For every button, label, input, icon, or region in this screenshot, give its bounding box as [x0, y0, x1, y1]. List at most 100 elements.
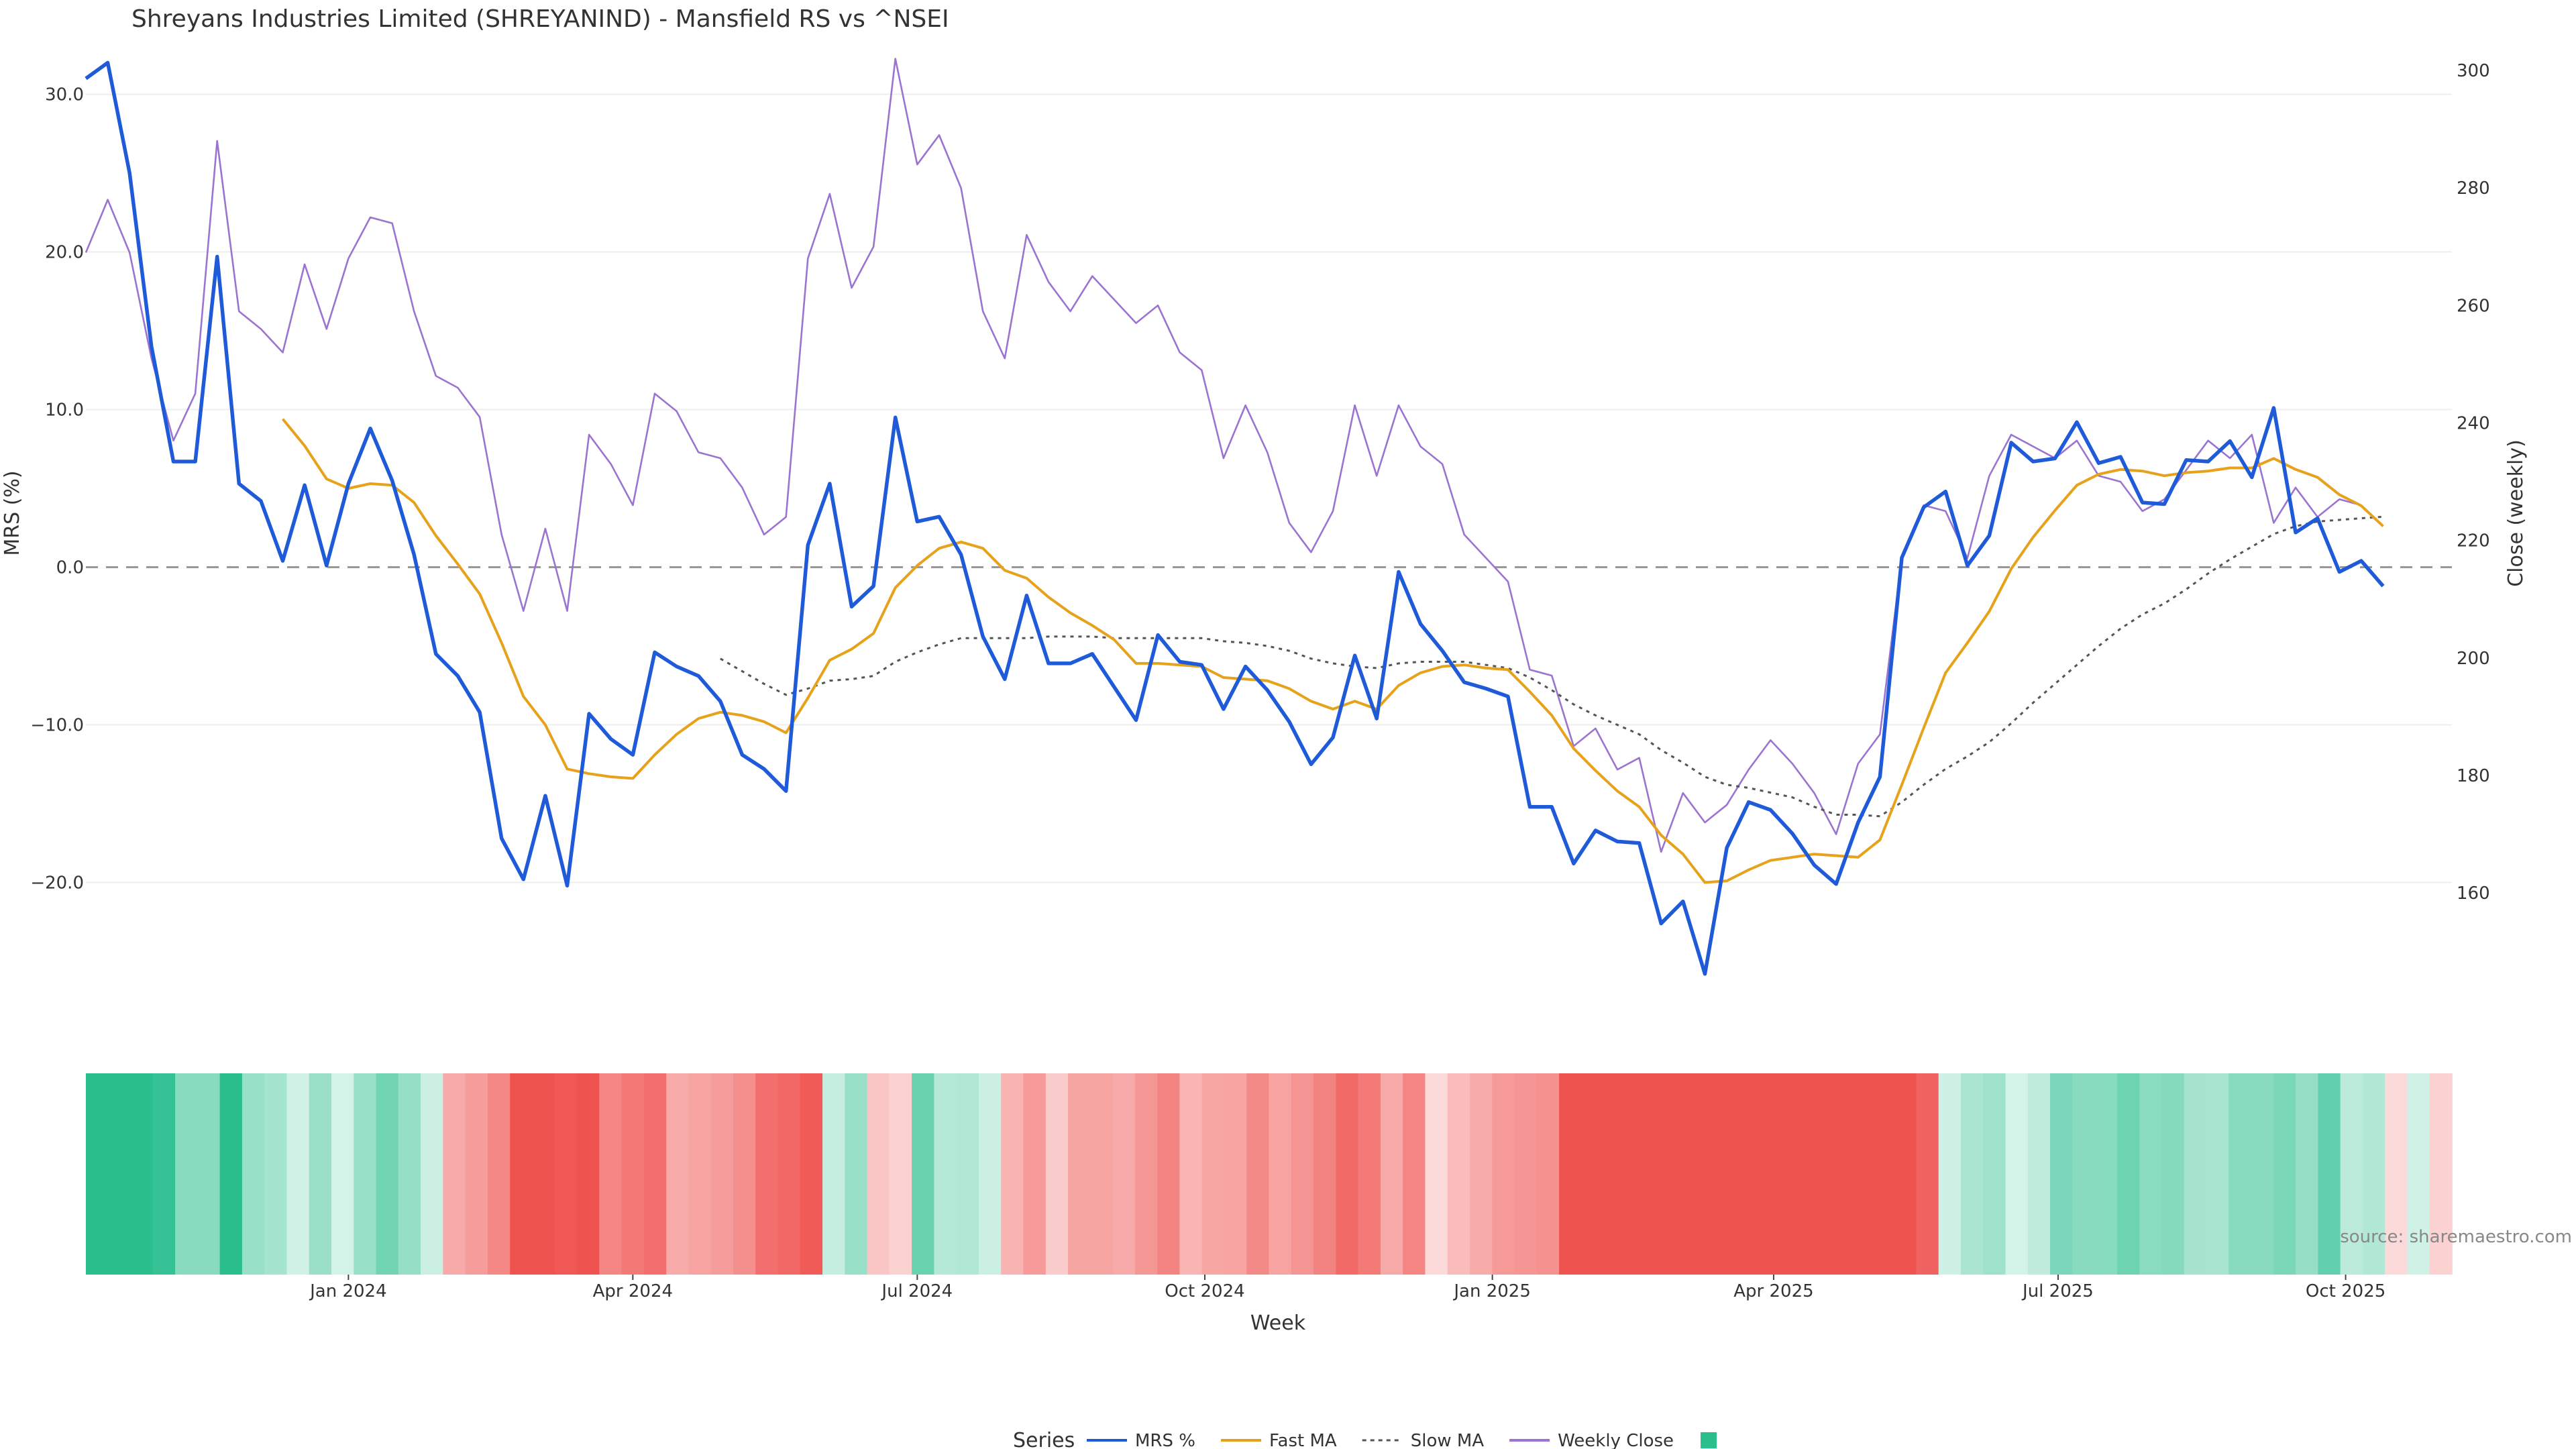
strip-cell [2161, 1073, 2185, 1275]
strip-cell [643, 1073, 667, 1275]
strip-cell [1648, 1073, 1672, 1275]
strip-cell [1581, 1073, 1605, 1275]
right-y-axis-title: Close (weekly) [2504, 439, 2528, 587]
strip-cell [1469, 1073, 1493, 1275]
strip-cell [510, 1073, 533, 1275]
x-axis-title: Week [1250, 1311, 1306, 1335]
strip-cell [1871, 1073, 1894, 1275]
strip-cell [1157, 1073, 1181, 1275]
series-slow-ma-line [720, 515, 2383, 818]
strip-cell [398, 1073, 421, 1275]
strip-cell [1425, 1073, 1448, 1275]
strip-cell [2340, 1073, 2363, 1275]
series-layer [85, 58, 2385, 976]
strip-cell [2139, 1073, 2163, 1275]
strip-cell [1805, 1073, 1828, 1275]
series-fast-ma-line [281, 418, 2384, 884]
strip-cell [621, 1073, 645, 1275]
strip-cell [2116, 1073, 2140, 1275]
x-tick-label: Apr 2025 [1733, 1281, 1813, 1301]
strip-cell [1336, 1073, 1359, 1275]
right-tick-label: 180 [2457, 766, 2490, 786]
x-tick-label: Jul 2024 [880, 1281, 953, 1301]
strip-cell [934, 1073, 957, 1275]
strip-cell [867, 1073, 890, 1275]
legend-item-label: Fast MA [1269, 1431, 1337, 1449]
source-note: source: sharemaestro.com [2340, 1227, 2572, 1247]
strip-cell [1269, 1073, 1292, 1275]
legend-title: Series [1013, 1429, 1075, 1449]
strip-cell [1023, 1073, 1046, 1275]
strip-cell [1670, 1073, 1694, 1275]
right-tick-label: 240 [2457, 413, 2490, 433]
strip-cell [1760, 1073, 1783, 1275]
strip-cell [577, 1073, 600, 1275]
chart-title: Shreyans Industries Limited (SHREYANIND)… [131, 5, 949, 33]
strip-cell [1045, 1073, 1069, 1275]
strip-cell [1112, 1073, 1136, 1275]
strip-cell [2005, 1073, 2029, 1275]
strip-cell [1403, 1073, 1426, 1275]
strip-cell [86, 1073, 109, 1275]
strip-cell [688, 1073, 712, 1275]
strip-cell [1894, 1073, 1917, 1275]
mrs-heat-strip [86, 1073, 2453, 1275]
strip-cell [912, 1073, 935, 1275]
left-tick-label: −20.0 [30, 873, 84, 894]
left-tick-label: 10.0 [45, 400, 84, 421]
left-tick-label: 30.0 [45, 85, 84, 105]
strip-cell [487, 1073, 511, 1275]
strip-cell [2407, 1073, 2430, 1275]
strip-cell [1536, 1073, 1560, 1275]
strip-cell [1603, 1073, 1627, 1275]
strip-cell [532, 1073, 555, 1275]
strip-cell [1291, 1073, 1314, 1275]
right-tick-label: 300 [2457, 61, 2490, 81]
strip-cell [175, 1073, 199, 1275]
x-tick-label: Jan 2025 [1452, 1281, 1531, 1301]
legend-item-label: Weekly Close [1558, 1431, 1674, 1449]
strip-cell [733, 1073, 756, 1275]
strip-cell [2050, 1073, 2074, 1275]
strip-cell [241, 1073, 265, 1275]
right-tick-label: 220 [2457, 531, 2490, 551]
strip-cell [376, 1073, 399, 1275]
strip-cell [845, 1073, 868, 1275]
strip-cell [2184, 1073, 2207, 1275]
strip-cell [2094, 1073, 2118, 1275]
x-tick-label: Oct 2024 [1165, 1281, 1244, 1301]
strip-cell [331, 1073, 355, 1275]
strip-cell [1983, 1073, 2006, 1275]
strip-cell [2296, 1073, 2319, 1275]
strip-cell [1559, 1073, 1582, 1275]
strip-cell [554, 1073, 578, 1275]
strip-cell [710, 1073, 734, 1275]
strip-cell [309, 1073, 332, 1275]
strip-cell [666, 1073, 690, 1275]
strip-cell [599, 1073, 623, 1275]
strip-cell [130, 1073, 154, 1275]
strip-cell [889, 1073, 912, 1275]
strip-cell [286, 1073, 310, 1275]
legend-strip-swatch [1701, 1432, 1717, 1448]
x-tick-label: Jul 2025 [2021, 1281, 2094, 1301]
strip-cell [2229, 1073, 2252, 1275]
strip-cell [421, 1073, 444, 1275]
strip-cell [2027, 1073, 2051, 1275]
strip-cell [755, 1073, 779, 1275]
strip-cell [2362, 1073, 2385, 1275]
strip-cell [1090, 1073, 1114, 1275]
strip-cell [152, 1073, 176, 1275]
strip-cell [956, 1073, 979, 1275]
right-tick-label: 160 [2457, 883, 2490, 904]
strip-cell [800, 1073, 823, 1275]
strip-cell [2385, 1073, 2408, 1275]
strip-cell [1001, 1073, 1024, 1275]
legend-item-label: Slow MA [1411, 1431, 1485, 1449]
strip-cell [1625, 1073, 1649, 1275]
strip-cell [1849, 1073, 1872, 1275]
strip-cell [1827, 1073, 1850, 1275]
strip-cell [354, 1073, 377, 1275]
strip-cell [1201, 1073, 1225, 1275]
strip-cell [2318, 1073, 2341, 1275]
